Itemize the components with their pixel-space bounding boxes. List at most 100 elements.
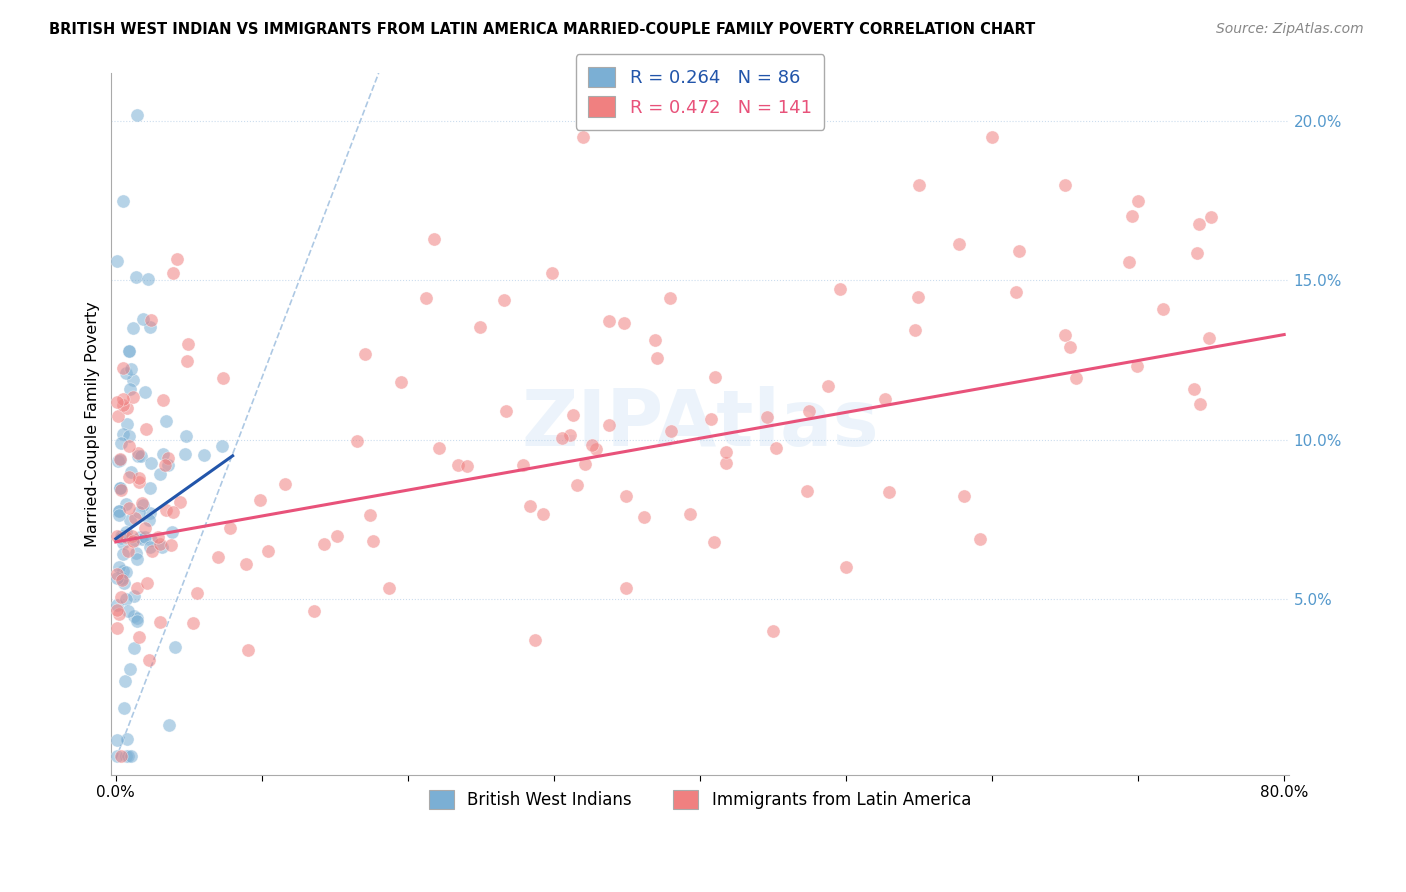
- Point: [353, 347, 375, 361]
- Point: [112, 426, 135, 441]
- Point: [1188, 397, 1211, 411]
- Point: [581, 438, 603, 452]
- Point: [176, 354, 198, 368]
- Point: [162, 525, 184, 540]
- Point: [699, 412, 721, 426]
- Point: [107, 504, 129, 518]
- Point: [149, 536, 172, 550]
- Point: [129, 530, 152, 544]
- Point: [117, 544, 139, 558]
- Point: [139, 313, 162, 327]
- Point: [211, 439, 233, 453]
- Point: [120, 748, 142, 763]
- Point: [249, 492, 271, 507]
- Point: [121, 373, 143, 387]
- Point: [1126, 194, 1149, 208]
- Point: [1125, 359, 1147, 374]
- Point: [124, 511, 146, 525]
- Point: [110, 591, 132, 605]
- Point: [679, 507, 702, 521]
- Point: [125, 546, 148, 560]
- Point: [1008, 244, 1031, 258]
- Point: [235, 557, 257, 571]
- Point: [117, 417, 139, 431]
- Point: [146, 530, 169, 544]
- Point: [797, 403, 820, 417]
- Point: [218, 521, 240, 535]
- Point: [389, 376, 412, 390]
- Point: [211, 371, 233, 385]
- Point: [141, 544, 163, 558]
- Point: [512, 458, 534, 473]
- Point: [110, 529, 132, 543]
- Point: [132, 498, 155, 512]
- Point: [124, 533, 146, 547]
- Point: [598, 314, 620, 328]
- Point: [714, 445, 737, 459]
- Point: [969, 533, 991, 547]
- Point: [174, 429, 197, 443]
- Point: [118, 469, 141, 483]
- Point: [165, 640, 187, 655]
- Point: [236, 643, 259, 657]
- Point: [105, 603, 128, 617]
- Point: [169, 495, 191, 509]
- Point: [377, 581, 399, 595]
- Point: [1152, 302, 1174, 317]
- Point: [952, 489, 974, 503]
- Point: [157, 717, 180, 731]
- Point: [645, 351, 668, 366]
- Point: [193, 448, 215, 462]
- Point: [835, 560, 858, 574]
- Point: [111, 573, 134, 587]
- Point: [138, 653, 160, 667]
- Point: [422, 232, 444, 246]
- Point: [107, 409, 129, 424]
- Point: [155, 458, 177, 472]
- Point: [111, 564, 134, 578]
- Point: [115, 366, 138, 380]
- Point: [456, 459, 478, 474]
- Point: [112, 576, 135, 591]
- Point: [755, 410, 778, 425]
- Point: [135, 422, 157, 436]
- Point: [312, 536, 335, 550]
- Point: [598, 417, 620, 432]
- Point: [111, 535, 134, 549]
- Point: [703, 369, 725, 384]
- Point: [904, 323, 927, 337]
- Point: [122, 534, 145, 549]
- Point: [128, 471, 150, 485]
- Point: [114, 674, 136, 689]
- Point: [105, 528, 128, 542]
- Point: [157, 458, 180, 473]
- Point: [124, 270, 146, 285]
- Point: [304, 604, 326, 618]
- Point: [519, 499, 541, 513]
- Point: [115, 524, 138, 539]
- Point: [326, 529, 349, 543]
- Point: [1185, 245, 1208, 260]
- Point: [105, 598, 128, 612]
- Point: [105, 732, 128, 747]
- Point: [105, 571, 128, 585]
- Point: [796, 483, 818, 498]
- Point: [644, 333, 666, 347]
- Point: [574, 457, 596, 471]
- Point: [122, 589, 145, 603]
- Point: [105, 566, 128, 581]
- Point: [107, 504, 129, 518]
- Point: [152, 393, 174, 408]
- Point: [572, 129, 595, 144]
- Point: [139, 540, 162, 554]
- Point: [127, 445, 149, 459]
- Point: [115, 591, 138, 606]
- Point: [141, 456, 163, 470]
- Point: [703, 534, 725, 549]
- Point: [1005, 285, 1028, 299]
- Point: [139, 482, 162, 496]
- Point: [112, 194, 135, 208]
- Point: [122, 390, 145, 404]
- Point: [907, 290, 929, 304]
- Point: [633, 510, 655, 524]
